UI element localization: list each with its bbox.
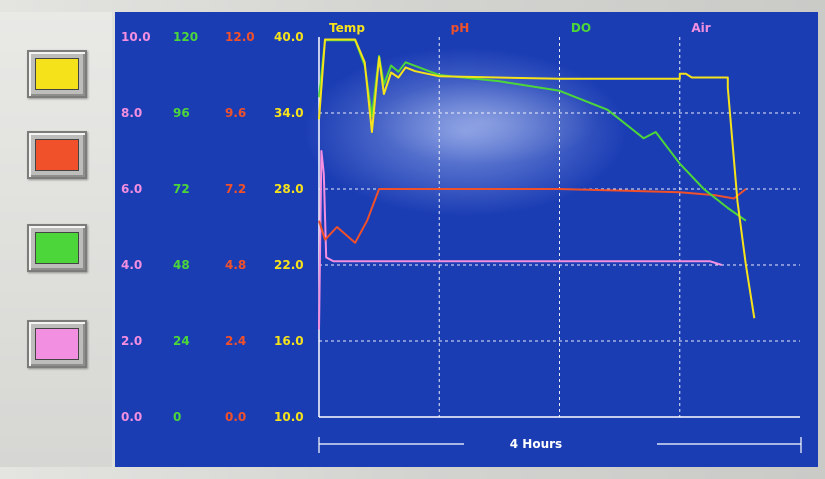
legend-item-temp: Temp — [329, 21, 365, 35]
chart-axes — [318, 37, 800, 418]
tick-label-do: 96 — [173, 106, 190, 120]
tick-label-ph: 7.2 — [225, 182, 246, 196]
tick-label-air: 10.0 — [121, 30, 151, 44]
tick-label-ph: 4.8 — [225, 258, 246, 272]
series-legend: Temp pH DO Air — [329, 21, 711, 35]
tick-label-ph: 0.0 — [225, 410, 246, 424]
do-color-button[interactable] — [27, 224, 87, 272]
tick-label-temp: 34.0 — [274, 106, 304, 120]
axis-tick-labels: 10.0 8.0 6.0 4.0 2.0 0.0 120 96 72 48 24 0 12.0 9.6 7.… — [121, 30, 304, 424]
series-line-air — [318, 150, 723, 330]
time-span-bar: 4 Hours — [318, 437, 802, 453]
legend-item-air: Air — [691, 21, 710, 35]
ph-color-fill — [35, 139, 79, 171]
tick-label-do: 0 — [173, 410, 181, 424]
temp-color-fill — [35, 58, 79, 90]
tick-label-do: 24 — [173, 334, 190, 348]
legend-item-ph: pH — [451, 21, 470, 35]
series-lines — [318, 38, 756, 330]
ph-color-button[interactable] — [27, 131, 87, 179]
tick-label-ph: 2.4 — [225, 334, 246, 348]
time-span-label: 4 Hours — [510, 437, 562, 451]
trend-chart: 10.0 8.0 6.0 4.0 2.0 0.0 120 96 72 48 24 0 12.0 9.6 7.… — [121, 21, 802, 453]
tick-label-do: 48 — [173, 258, 190, 272]
air-color-button[interactable] — [27, 320, 87, 368]
tick-label-temp: 16.0 — [274, 334, 304, 348]
tick-label-ph: 9.6 — [225, 106, 246, 120]
tick-label-temp: 40.0 — [274, 30, 304, 44]
legend-item-do: DO — [571, 21, 591, 35]
tick-label-temp: 28.0 — [274, 182, 304, 196]
temp-color-button[interactable] — [27, 50, 87, 98]
series-line-temp — [318, 38, 756, 319]
tick-label-air: 8.0 — [121, 106, 142, 120]
do-color-fill — [35, 232, 79, 264]
tick-label-air: 2.0 — [121, 334, 142, 348]
tick-label-temp: 10.0 — [274, 410, 304, 424]
tick-label-do: 72 — [173, 182, 190, 196]
series-selector-panel — [0, 12, 112, 467]
tick-label-air: 0.0 — [121, 410, 142, 424]
tick-label-air: 6.0 — [121, 182, 142, 196]
tick-label-air: 4.0 — [121, 258, 142, 272]
trend-chart-screen: 10.0 8.0 6.0 4.0 2.0 0.0 120 96 72 48 24 0 12.0 9.6 7.… — [115, 12, 818, 467]
air-color-fill — [35, 328, 79, 360]
tick-label-do: 120 — [173, 30, 198, 44]
tick-label-ph: 12.0 — [225, 30, 255, 44]
tick-label-temp: 22.0 — [274, 258, 304, 272]
series-line-ph — [318, 188, 747, 244]
series-line-do — [318, 39, 747, 222]
